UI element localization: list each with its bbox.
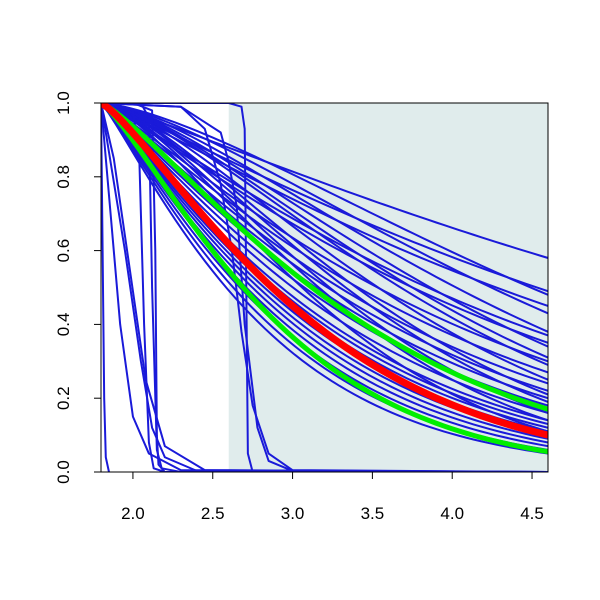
sample-curve-shouldered (101, 103, 548, 433)
sample-curve-shouldered (101, 103, 548, 296)
sample-curve-steep (101, 103, 548, 472)
sample-curve-shouldered (101, 103, 548, 396)
sample-curve-shouldered (101, 103, 548, 422)
y-tick-label: 0.8 (54, 165, 73, 189)
y-tick-label: 0.2 (54, 386, 73, 410)
sample-curve-gradual (101, 103, 548, 455)
bound-curve-lower (101, 103, 548, 455)
sample-curve-steep (101, 103, 548, 472)
y-axis: 0.0 0.2 0.4 0.6 0.8 1.0 (54, 91, 102, 484)
x-tick-label: 4.0 (440, 504, 464, 523)
y-tick-label: 0.4 (54, 313, 73, 337)
sample-curve-shouldered (101, 103, 548, 403)
sample-curve-steep (101, 103, 548, 472)
x-tick-label: 2.5 (201, 504, 225, 523)
sample-curve-shouldered (101, 103, 548, 381)
curves-layer (101, 103, 548, 472)
y-tick-label: 1.0 (54, 91, 73, 115)
sample-curve-shouldered (101, 103, 548, 333)
sample-curve-steep (101, 103, 110, 472)
y-tick-label: 0.0 (54, 460, 73, 484)
central-curve (101, 103, 548, 439)
x-tick-label: 3.0 (281, 504, 305, 523)
x-axis: 2.0 2.5 3.0 3.5 4.0 4.5 (121, 471, 544, 523)
x-tick-label: 2.0 (121, 504, 145, 523)
sample-curve-shouldered (101, 103, 548, 359)
sample-curve-steep (101, 103, 548, 472)
sample-curve-shouldered (101, 103, 548, 348)
x-tick-label: 3.5 (361, 504, 385, 523)
sample-curve-steep (101, 103, 548, 472)
x-tick-label: 4.5 (520, 504, 544, 523)
sample-curve-shouldered (101, 103, 548, 315)
sample-curve-steep (101, 103, 548, 472)
sample-curve-shouldered (101, 103, 548, 366)
sample-curve-gradual (101, 103, 548, 363)
y-tick-label: 0.6 (54, 239, 73, 263)
bound-curve-upper (101, 103, 548, 412)
